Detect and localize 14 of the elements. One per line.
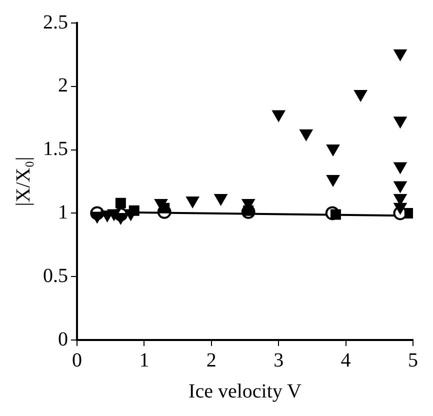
x-tick-label: 2 [206, 349, 216, 372]
y-axis-title: |X/X₀| [12, 156, 34, 206]
x-tick-label: 4 [340, 349, 351, 372]
y-tick-label: 1 [58, 201, 68, 224]
x-tick-label: 0 [72, 349, 82, 372]
y-tick-label: 2 [58, 74, 68, 97]
y-tick-label: 1.5 [43, 138, 68, 160]
y-tick-label: 0 [58, 328, 68, 350]
x-tick-label: 3 [274, 349, 284, 372]
y-tick-label: 2.5 [43, 11, 68, 34]
y-tick-label: 0.5 [43, 264, 68, 287]
x-axis-title: Ice velocity V [188, 380, 302, 402]
x-tick-label: 1 [139, 349, 150, 372]
x-tick-label: 5 [408, 349, 418, 372]
